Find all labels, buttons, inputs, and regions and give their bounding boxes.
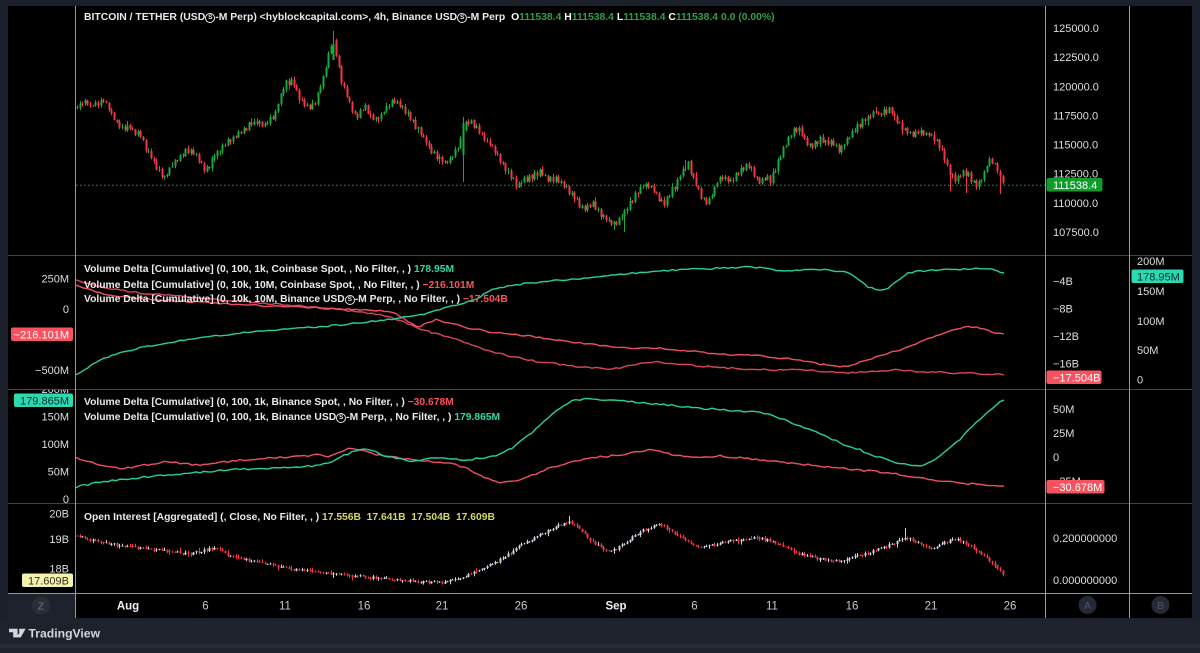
- svg-text:117500.0: 117500.0: [1053, 110, 1098, 122]
- svg-text:Z: Z: [38, 601, 45, 613]
- svg-text:−500M: −500M: [35, 365, 69, 377]
- svg-text:100M: 100M: [41, 439, 69, 451]
- svg-text:Aug: Aug: [117, 601, 139, 613]
- svg-text:115000.0: 115000.0: [1053, 140, 1098, 152]
- svg-text:0.000000000: 0.000000000: [1053, 575, 1117, 587]
- svg-text:111538.4: 111538.4: [1053, 180, 1097, 192]
- svg-text:19B: 19B: [49, 534, 69, 546]
- svg-text:150M: 150M: [41, 412, 69, 424]
- svg-text:Sep: Sep: [605, 601, 626, 613]
- svg-text:21: 21: [436, 601, 449, 613]
- svg-text:50M: 50M: [1053, 404, 1074, 416]
- svg-text:122500.0: 122500.0: [1053, 52, 1099, 64]
- svg-text:16: 16: [846, 601, 859, 613]
- svg-text:A: A: [1084, 600, 1091, 612]
- svg-text:0: 0: [63, 304, 69, 316]
- svg-text:179.865M: 179.865M: [20, 396, 69, 408]
- svg-text:112500.0: 112500.0: [1053, 169, 1098, 181]
- svg-text:B: B: [1157, 600, 1164, 612]
- svg-text:150M: 150M: [1137, 286, 1165, 298]
- svg-text:0: 0: [63, 494, 69, 506]
- svg-text:50M: 50M: [48, 467, 69, 479]
- svg-text:11: 11: [279, 601, 291, 613]
- svg-text:−216.101M: −216.101M: [14, 330, 69, 342]
- svg-text:50M: 50M: [1137, 345, 1158, 357]
- svg-text:−4B: −4B: [1053, 276, 1073, 288]
- svg-text:TradingView: TradingView: [29, 627, 101, 641]
- svg-text:17.609B: 17.609B: [28, 576, 69, 588]
- svg-text:18B: 18B: [49, 564, 69, 576]
- svg-text:200M: 200M: [41, 384, 69, 396]
- svg-text:6: 6: [691, 601, 697, 613]
- svg-text:100M: 100M: [1137, 316, 1165, 328]
- svg-text:26: 26: [515, 601, 528, 613]
- svg-text:0: 0: [1053, 452, 1059, 464]
- svg-text:250M: 250M: [41, 274, 69, 286]
- svg-text:120000.0: 120000.0: [1053, 81, 1099, 93]
- svg-text:6: 6: [202, 601, 208, 613]
- svg-text:107500.0: 107500.0: [1053, 227, 1099, 239]
- svg-text:16: 16: [358, 601, 371, 613]
- svg-text:25M: 25M: [1053, 428, 1074, 440]
- svg-text:0.200000000: 0.200000000: [1053, 533, 1117, 545]
- svg-text:−8B: −8B: [1053, 304, 1073, 316]
- svg-text:0: 0: [1137, 375, 1143, 387]
- svg-text:125000.0: 125000.0: [1053, 23, 1099, 35]
- svg-text:178.95M: 178.95M: [1137, 272, 1180, 284]
- svg-text:200M: 200M: [1137, 256, 1165, 268]
- svg-text:−16B: −16B: [1053, 359, 1079, 371]
- svg-text:26: 26: [1004, 601, 1017, 613]
- svg-text:110000.0: 110000.0: [1053, 198, 1098, 210]
- svg-text:−17.504B: −17.504B: [1053, 373, 1100, 385]
- svg-text:11: 11: [766, 601, 778, 613]
- svg-text:21: 21: [925, 601, 938, 613]
- svg-text:20B: 20B: [49, 509, 69, 521]
- svg-text:−30.678M: −30.678M: [1053, 482, 1102, 494]
- svg-text:−12B: −12B: [1053, 331, 1079, 343]
